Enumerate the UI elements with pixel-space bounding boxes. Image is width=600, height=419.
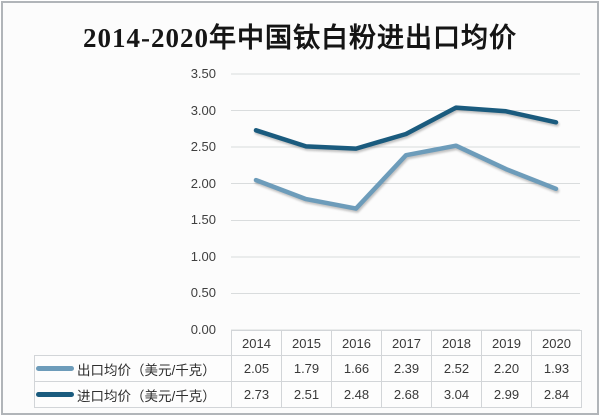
value-cell: 2.39 — [381, 355, 432, 382]
legend-cell: 进口均价（美元/千克） — [34, 381, 232, 408]
year-header-cell: 2018 — [431, 330, 482, 356]
value-cell: 2.20 — [481, 355, 532, 382]
line-plot — [231, 73, 580, 331]
year-header-cell: 2015 — [281, 330, 332, 356]
y-axis-tick-label: 0.00 — [190, 322, 216, 337]
y-axis-tick-label: 3.00 — [190, 102, 216, 118]
value-cell: 2.73 — [231, 381, 282, 408]
legend-label: 进口均价（美元/千克） — [77, 388, 216, 404]
value-cell: 2.84 — [531, 381, 582, 408]
chart-title: 2014-2020年中国钛白粉进出口均价 — [83, 23, 517, 53]
value-cell: 1.66 — [331, 355, 382, 382]
legend-marker-export — [36, 366, 74, 371]
year-header-cell: 2020 — [531, 330, 582, 356]
value-cell: 2.99 — [481, 381, 532, 408]
legend-marker-import — [36, 392, 74, 397]
export-avg-price-line — [253, 143, 559, 211]
value-cell: 2.51 — [281, 381, 332, 408]
value-cell: 2.52 — [431, 355, 482, 382]
y-axis-tick-label: 1.00 — [190, 248, 216, 264]
table-row-export: 出口均价（美元/千克） 2.05 1.79 1.66 2.39 2.52 2.20 1.93 — [34, 355, 582, 382]
value-cell: 1.93 — [531, 355, 582, 382]
year-header-cell: 2016 — [331, 330, 382, 356]
legend-cell: 出口均价（美元/千克） — [34, 355, 232, 382]
y-axis-tick-label: 0.50 — [190, 285, 216, 301]
y-axis-tick-label: 2.50 — [190, 139, 216, 155]
import-avg-price-line — [253, 105, 559, 151]
data-table: 2014 2015 2016 2017 2018 2019 2020 出口均价（美元/千克） 2… — [34, 330, 582, 408]
value-cell: 2.68 — [381, 381, 432, 408]
table-header-row: 2014 2015 2016 2017 2018 2019 2020 — [35, 330, 582, 356]
value-cell: 1.79 — [281, 355, 332, 382]
y-axis-tick-label: 2.00 — [190, 175, 216, 191]
table-row-import: 进口均价（美元/千克） 2.73 2.51 2.48 2.68 3.04 2.99 2.84 — [34, 381, 582, 408]
value-cell: 2.48 — [331, 381, 382, 408]
y-axis-tick-label: 3.50 — [190, 66, 216, 81]
value-cell: 2.05 — [231, 355, 282, 382]
year-header-cell: 2017 — [381, 330, 432, 356]
y-axis-tick-label: 1.50 — [190, 212, 216, 228]
year-header-cell: 2019 — [481, 330, 532, 356]
value-cell: 3.04 — [431, 381, 482, 408]
year-header-cell: 2014 — [231, 330, 282, 356]
legend-label: 出口均价（美元/千克） — [77, 362, 216, 378]
table-spacer-cell — [35, 331, 232, 356]
